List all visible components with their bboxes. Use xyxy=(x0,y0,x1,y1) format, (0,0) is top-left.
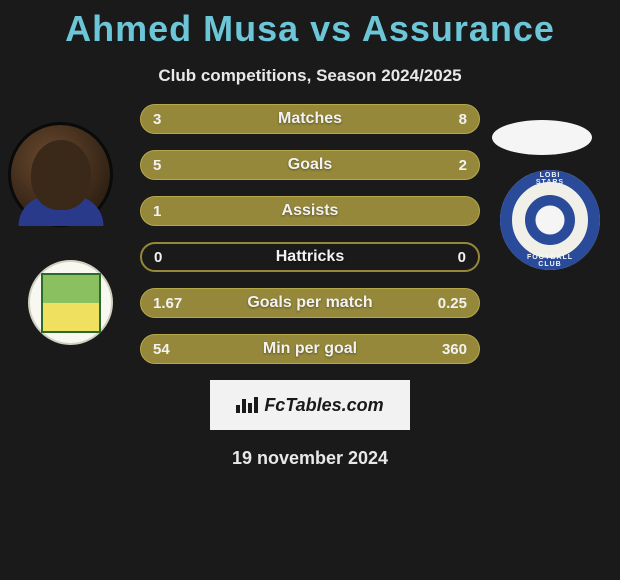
club-crest-right: LOBI STARS FOOTBALL CLUB xyxy=(500,170,600,270)
stat-right-value: 360 xyxy=(442,341,467,358)
stat-bar-goals: 5 Goals 2 xyxy=(140,150,480,180)
stat-label: Goals xyxy=(288,156,332,174)
stat-right-value: 2 xyxy=(459,157,467,174)
stat-left-value: 3 xyxy=(153,111,161,128)
crest-text-top: LOBI STARS xyxy=(525,172,575,186)
stat-bar-mpg: 54 Min per goal 360 xyxy=(140,334,480,364)
brand-badge[interactable]: FcTables.com xyxy=(210,380,410,430)
stat-bar-gpm: 1.67 Goals per match 0.25 xyxy=(140,288,480,318)
stat-label: Assists xyxy=(282,202,339,220)
stat-left-value: 1.67 xyxy=(153,295,182,312)
player-photo xyxy=(8,122,113,227)
club-badge-left xyxy=(28,260,113,345)
stat-left-value: 0 xyxy=(154,249,162,266)
comparison-title: Ahmed Musa vs Assurance xyxy=(0,0,620,50)
club-badge-right: LOBI STARS FOOTBALL CLUB xyxy=(500,170,600,270)
comparison-subtitle: Club competitions, Season 2024/2025 xyxy=(0,66,620,86)
comparison-date: 19 november 2024 xyxy=(0,448,620,469)
stat-right-value: 0.25 xyxy=(438,295,467,312)
player-head xyxy=(31,140,91,210)
stats-container: 3 Matches 8 5 Goals 2 1 Assists 0 Hattri… xyxy=(140,104,480,364)
stat-bar-hattricks: 0 Hattricks 0 xyxy=(140,242,480,272)
stat-label: Min per goal xyxy=(263,340,357,358)
opponent-oval xyxy=(492,120,592,155)
stat-bar-assists: 1 Assists xyxy=(140,196,480,226)
club-crest-left xyxy=(41,273,101,333)
stat-left-value: 54 xyxy=(153,341,170,358)
crest-text-bottom: FOOTBALL CLUB xyxy=(525,254,575,268)
stat-bar-matches: 3 Matches 8 xyxy=(140,104,480,134)
stat-left-value: 1 xyxy=(153,203,161,220)
brand-text: FcTables.com xyxy=(264,395,383,416)
stat-left-value: 5 xyxy=(153,157,161,174)
stat-label: Hattricks xyxy=(276,248,344,266)
stat-right-value: 0 xyxy=(458,249,466,266)
stat-label: Goals per match xyxy=(247,294,372,312)
brand-bars-icon xyxy=(236,397,258,413)
crest-ball-icon xyxy=(525,195,575,245)
stat-label: Matches xyxy=(278,110,342,128)
stat-right-value: 8 xyxy=(459,111,467,128)
